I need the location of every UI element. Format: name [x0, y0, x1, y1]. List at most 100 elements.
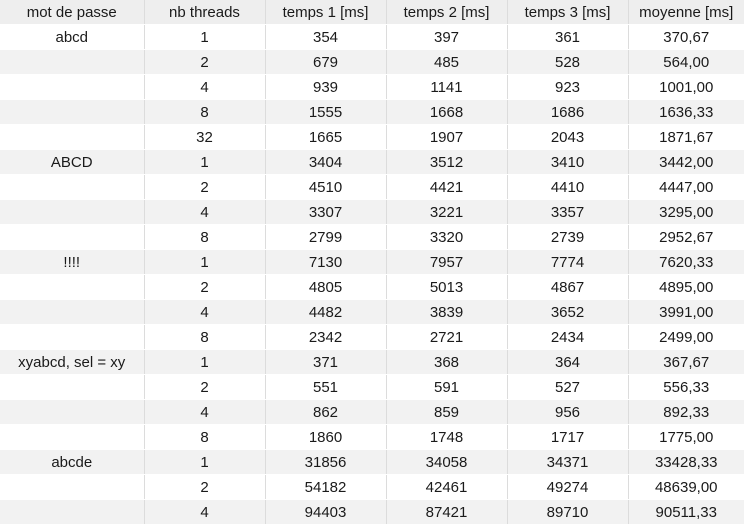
- average-cell[interactable]: 1871,67: [628, 124, 744, 150]
- time-3-cell[interactable]: 528: [507, 49, 629, 75]
- password-cell[interactable]: !!!!: [0, 249, 145, 275]
- time-2-cell[interactable]: 87421: [386, 499, 508, 525]
- time-2-cell[interactable]: 3221: [386, 199, 508, 225]
- threads-cell[interactable]: 4: [144, 299, 266, 325]
- threads-cell[interactable]: 2: [144, 374, 266, 400]
- time-3-cell[interactable]: 1717: [507, 424, 629, 450]
- password-cell[interactable]: [0, 324, 145, 350]
- threads-cell[interactable]: 4: [144, 199, 266, 225]
- time-3-cell[interactable]: 7774: [507, 249, 629, 275]
- average-cell[interactable]: 892,33: [628, 399, 744, 425]
- time-2-cell[interactable]: 2721: [386, 324, 508, 350]
- password-cell[interactable]: [0, 499, 145, 525]
- time-3-cell[interactable]: 923: [507, 74, 629, 100]
- time-1-cell[interactable]: 31856: [265, 449, 387, 475]
- threads-cell[interactable]: 4: [144, 399, 266, 425]
- time-2-cell[interactable]: 1748: [386, 424, 508, 450]
- time-2-cell[interactable]: 7957: [386, 249, 508, 275]
- time-2-cell[interactable]: 397: [386, 24, 508, 50]
- time-3-cell[interactable]: 3410: [507, 149, 629, 175]
- time-2-cell[interactable]: 1907: [386, 124, 508, 150]
- threads-cell[interactable]: 1: [144, 24, 266, 50]
- time-3-cell[interactable]: 2434: [507, 324, 629, 350]
- time-3-cell[interactable]: 956: [507, 399, 629, 425]
- threads-cell[interactable]: 8: [144, 99, 266, 125]
- password-cell[interactable]: [0, 424, 145, 450]
- time-3-cell[interactable]: 527: [507, 374, 629, 400]
- time-2-cell[interactable]: 1668: [386, 99, 508, 125]
- time-2-cell[interactable]: 1141: [386, 74, 508, 100]
- time-3-cell[interactable]: 3652: [507, 299, 629, 325]
- time-1-cell[interactable]: 1665: [265, 124, 387, 150]
- time-3-cell[interactable]: 89710: [507, 499, 629, 525]
- time-1-cell[interactable]: 1555: [265, 99, 387, 125]
- average-cell[interactable]: 3442,00: [628, 149, 744, 175]
- average-cell[interactable]: 7620,33: [628, 249, 744, 275]
- threads-cell[interactable]: 2: [144, 49, 266, 75]
- password-cell[interactable]: [0, 474, 145, 500]
- time-2-cell[interactable]: 34058: [386, 449, 508, 475]
- threads-cell[interactable]: 8: [144, 424, 266, 450]
- password-cell[interactable]: [0, 199, 145, 225]
- average-cell[interactable]: 4895,00: [628, 274, 744, 300]
- password-cell[interactable]: [0, 174, 145, 200]
- time-1-cell[interactable]: 54182: [265, 474, 387, 500]
- average-cell[interactable]: 90511,33: [628, 499, 744, 525]
- header-time-3[interactable]: temps 3 [ms]: [507, 0, 629, 25]
- time-3-cell[interactable]: 1686: [507, 99, 629, 125]
- time-3-cell[interactable]: 4410: [507, 174, 629, 200]
- header-password[interactable]: mot de passe: [0, 0, 145, 25]
- threads-cell[interactable]: 2: [144, 174, 266, 200]
- time-3-cell[interactable]: 364: [507, 349, 629, 375]
- average-cell[interactable]: 2499,00: [628, 324, 744, 350]
- time-2-cell[interactable]: 4421: [386, 174, 508, 200]
- time-3-cell[interactable]: 2043: [507, 124, 629, 150]
- password-cell[interactable]: xyabcd, sel = xy: [0, 349, 145, 375]
- header-time-1[interactable]: temps 1 [ms]: [265, 0, 387, 25]
- average-cell[interactable]: 556,33: [628, 374, 744, 400]
- average-cell[interactable]: 3295,00: [628, 199, 744, 225]
- time-2-cell[interactable]: 859: [386, 399, 508, 425]
- threads-cell[interactable]: 2: [144, 274, 266, 300]
- password-cell[interactable]: abcd: [0, 24, 145, 50]
- time-3-cell[interactable]: 34371: [507, 449, 629, 475]
- threads-cell[interactable]: 1: [144, 149, 266, 175]
- average-cell[interactable]: 4447,00: [628, 174, 744, 200]
- time-3-cell[interactable]: 2739: [507, 224, 629, 250]
- threads-cell[interactable]: 32: [144, 124, 266, 150]
- threads-cell[interactable]: 1: [144, 249, 266, 275]
- average-cell[interactable]: 564,00: [628, 49, 744, 75]
- time-1-cell[interactable]: 354: [265, 24, 387, 50]
- average-cell[interactable]: 1775,00: [628, 424, 744, 450]
- time-2-cell[interactable]: 42461: [386, 474, 508, 500]
- average-cell[interactable]: 1636,33: [628, 99, 744, 125]
- password-cell[interactable]: [0, 299, 145, 325]
- time-1-cell[interactable]: 939: [265, 74, 387, 100]
- threads-cell[interactable]: 2: [144, 474, 266, 500]
- password-cell[interactable]: [0, 99, 145, 125]
- time-1-cell[interactable]: 3404: [265, 149, 387, 175]
- time-1-cell[interactable]: 4805: [265, 274, 387, 300]
- time-2-cell[interactable]: 368: [386, 349, 508, 375]
- header-average[interactable]: moyenne [ms]: [628, 0, 744, 25]
- password-cell[interactable]: ABCD: [0, 149, 145, 175]
- threads-cell[interactable]: 4: [144, 499, 266, 525]
- average-cell[interactable]: 1001,00: [628, 74, 744, 100]
- time-2-cell[interactable]: 3512: [386, 149, 508, 175]
- time-1-cell[interactable]: 7130: [265, 249, 387, 275]
- time-1-cell[interactable]: 2799: [265, 224, 387, 250]
- password-cell[interactable]: [0, 224, 145, 250]
- threads-cell[interactable]: 8: [144, 224, 266, 250]
- password-cell[interactable]: abcde: [0, 449, 145, 475]
- time-1-cell[interactable]: 862: [265, 399, 387, 425]
- time-1-cell[interactable]: 551: [265, 374, 387, 400]
- password-cell[interactable]: [0, 399, 145, 425]
- header-threads[interactable]: nb threads: [144, 0, 266, 25]
- time-2-cell[interactable]: 3839: [386, 299, 508, 325]
- time-1-cell[interactable]: 371: [265, 349, 387, 375]
- time-2-cell[interactable]: 5013: [386, 274, 508, 300]
- time-1-cell[interactable]: 4482: [265, 299, 387, 325]
- time-2-cell[interactable]: 3320: [386, 224, 508, 250]
- time-1-cell[interactable]: 4510: [265, 174, 387, 200]
- threads-cell[interactable]: 4: [144, 74, 266, 100]
